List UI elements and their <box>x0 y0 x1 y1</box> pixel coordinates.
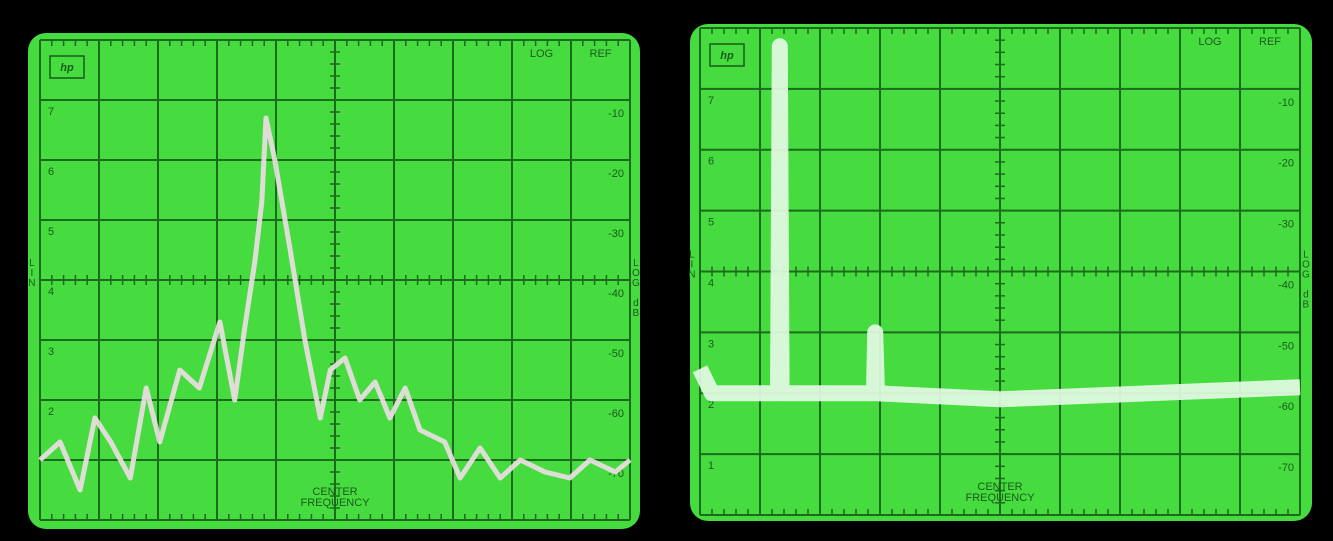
db-label: -20 <box>608 168 624 180</box>
db-label: -10 <box>608 108 624 120</box>
ref-label: REF <box>590 48 612 60</box>
hp-logo: hp <box>720 50 734 62</box>
lin-label: 6 <box>708 156 714 168</box>
lin-axis-label: LIN <box>26 258 37 288</box>
lin-label: 5 <box>48 226 54 238</box>
db-label: -50 <box>1278 340 1294 352</box>
db-label: -70 <box>1278 462 1294 474</box>
lin-label: 4 <box>708 277 714 289</box>
lin-label: 6 <box>48 166 54 178</box>
lin-label: 2 <box>48 406 54 418</box>
hp-logo: hp <box>60 62 74 74</box>
log-db-axis-label: LOG dB <box>1300 250 1311 310</box>
lin-label: 7 <box>48 106 54 118</box>
lin-axis-label: LIN <box>686 250 697 280</box>
lin-label: 1 <box>708 460 714 472</box>
db-label: -50 <box>608 348 624 360</box>
log-label: LOG <box>530 48 553 60</box>
ref-label: REF <box>1259 36 1281 48</box>
db-label: -60 <box>608 408 624 420</box>
db-label: -40 <box>608 288 624 300</box>
lin-label: 3 <box>708 338 714 350</box>
lin-label: 5 <box>708 217 714 229</box>
center-frequency-label: FREQUENCY <box>300 497 370 509</box>
db-label: -20 <box>1278 158 1294 170</box>
log-db-axis-label: LOG dB <box>630 258 641 318</box>
db-label: -10 <box>1278 97 1294 109</box>
analyzer-photo: hp LOG REF 7 6 5 4 3 2 -10 -20 -30 -40 -50 -60 -70 LIN LO… <box>0 0 1333 541</box>
db-label: -30 <box>608 228 624 240</box>
db-label: -30 <box>1278 219 1294 231</box>
log-label: LOG <box>1198 36 1221 48</box>
center-frequency-label: FREQUENCY <box>965 492 1035 504</box>
db-label: -40 <box>1278 279 1294 291</box>
lin-label: 3 <box>48 346 54 358</box>
db-label: -60 <box>1278 401 1294 413</box>
lin-label: 4 <box>48 286 54 298</box>
lin-label: 7 <box>708 95 714 107</box>
